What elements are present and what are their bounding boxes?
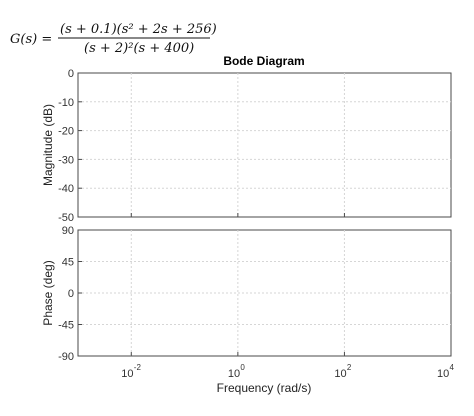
magnitude-grid [78, 73, 451, 217]
x-tick-base: 10 [228, 368, 240, 380]
phase-axes-frame [77, 229, 452, 357]
phase-ytick-label: 0 [68, 288, 74, 300]
x-tick-exponent: 2 [347, 363, 352, 372]
phase-grid [78, 230, 451, 356]
magnitude-ytick-label: -20 [58, 126, 74, 138]
x-tick-label-1: 100 [228, 363, 246, 380]
phase-ytick-label: 90 [62, 225, 74, 237]
phase-ytick-label: -90 [58, 351, 74, 363]
magnitude-ytick-label: 0 [68, 68, 74, 80]
magnitude-ytick-label: -30 [58, 154, 74, 166]
magnitude-ylabel: Magnitude (dB) [41, 104, 55, 186]
magnitude-axes-frame [77, 72, 452, 218]
x-axis-label: Frequency (rad/s) [217, 381, 312, 395]
x-tick-base: 10 [437, 368, 449, 380]
phase-ytick-label: 45 [62, 257, 74, 269]
phase-ytick-label: -45 [58, 320, 74, 332]
magnitude-plot: 0 -10 -20 -30 -40 -50 Magnitude (dB) [41, 68, 452, 224]
transfer-function: G(s) = (s + 0.1)(s² + 2s + 256) (s + 2)²… [10, 22, 217, 56]
phase-yticks: 90 45 0 -45 -90 [58, 225, 82, 363]
phase-ylabel: Phase (deg) [41, 260, 55, 325]
x-tick-exponent: -2 [134, 363, 142, 372]
phase-plot: 90 45 0 -45 -90 Phase (deg) [41, 225, 452, 363]
magnitude-yticks: 0 -10 -20 -30 -40 -50 [58, 68, 82, 224]
x-tick-exponent: 4 [450, 363, 455, 372]
equation-numerator: (s + 0.1)(s² + 2s + 256) [60, 22, 217, 37]
magnitude-ytick-label: -10 [58, 97, 74, 109]
x-tick-label-3: 104 [437, 363, 455, 380]
x-tick-label-2: 102 [334, 363, 352, 380]
equation-denominator: (s + 2)²(s + 400) [84, 41, 194, 56]
magnitude-ytick-label: -50 [58, 212, 74, 224]
magnitude-ytick-label: -40 [58, 183, 74, 195]
x-tick-base: 10 [334, 368, 346, 380]
x-tick-label-0: 10-2 [121, 363, 141, 380]
x-tick-exponent: 0 [240, 363, 245, 372]
equation-lhs: G(s) = [10, 32, 52, 47]
chart-title: Bode Diagram [223, 54, 304, 68]
x-tick-base: 10 [121, 368, 133, 380]
